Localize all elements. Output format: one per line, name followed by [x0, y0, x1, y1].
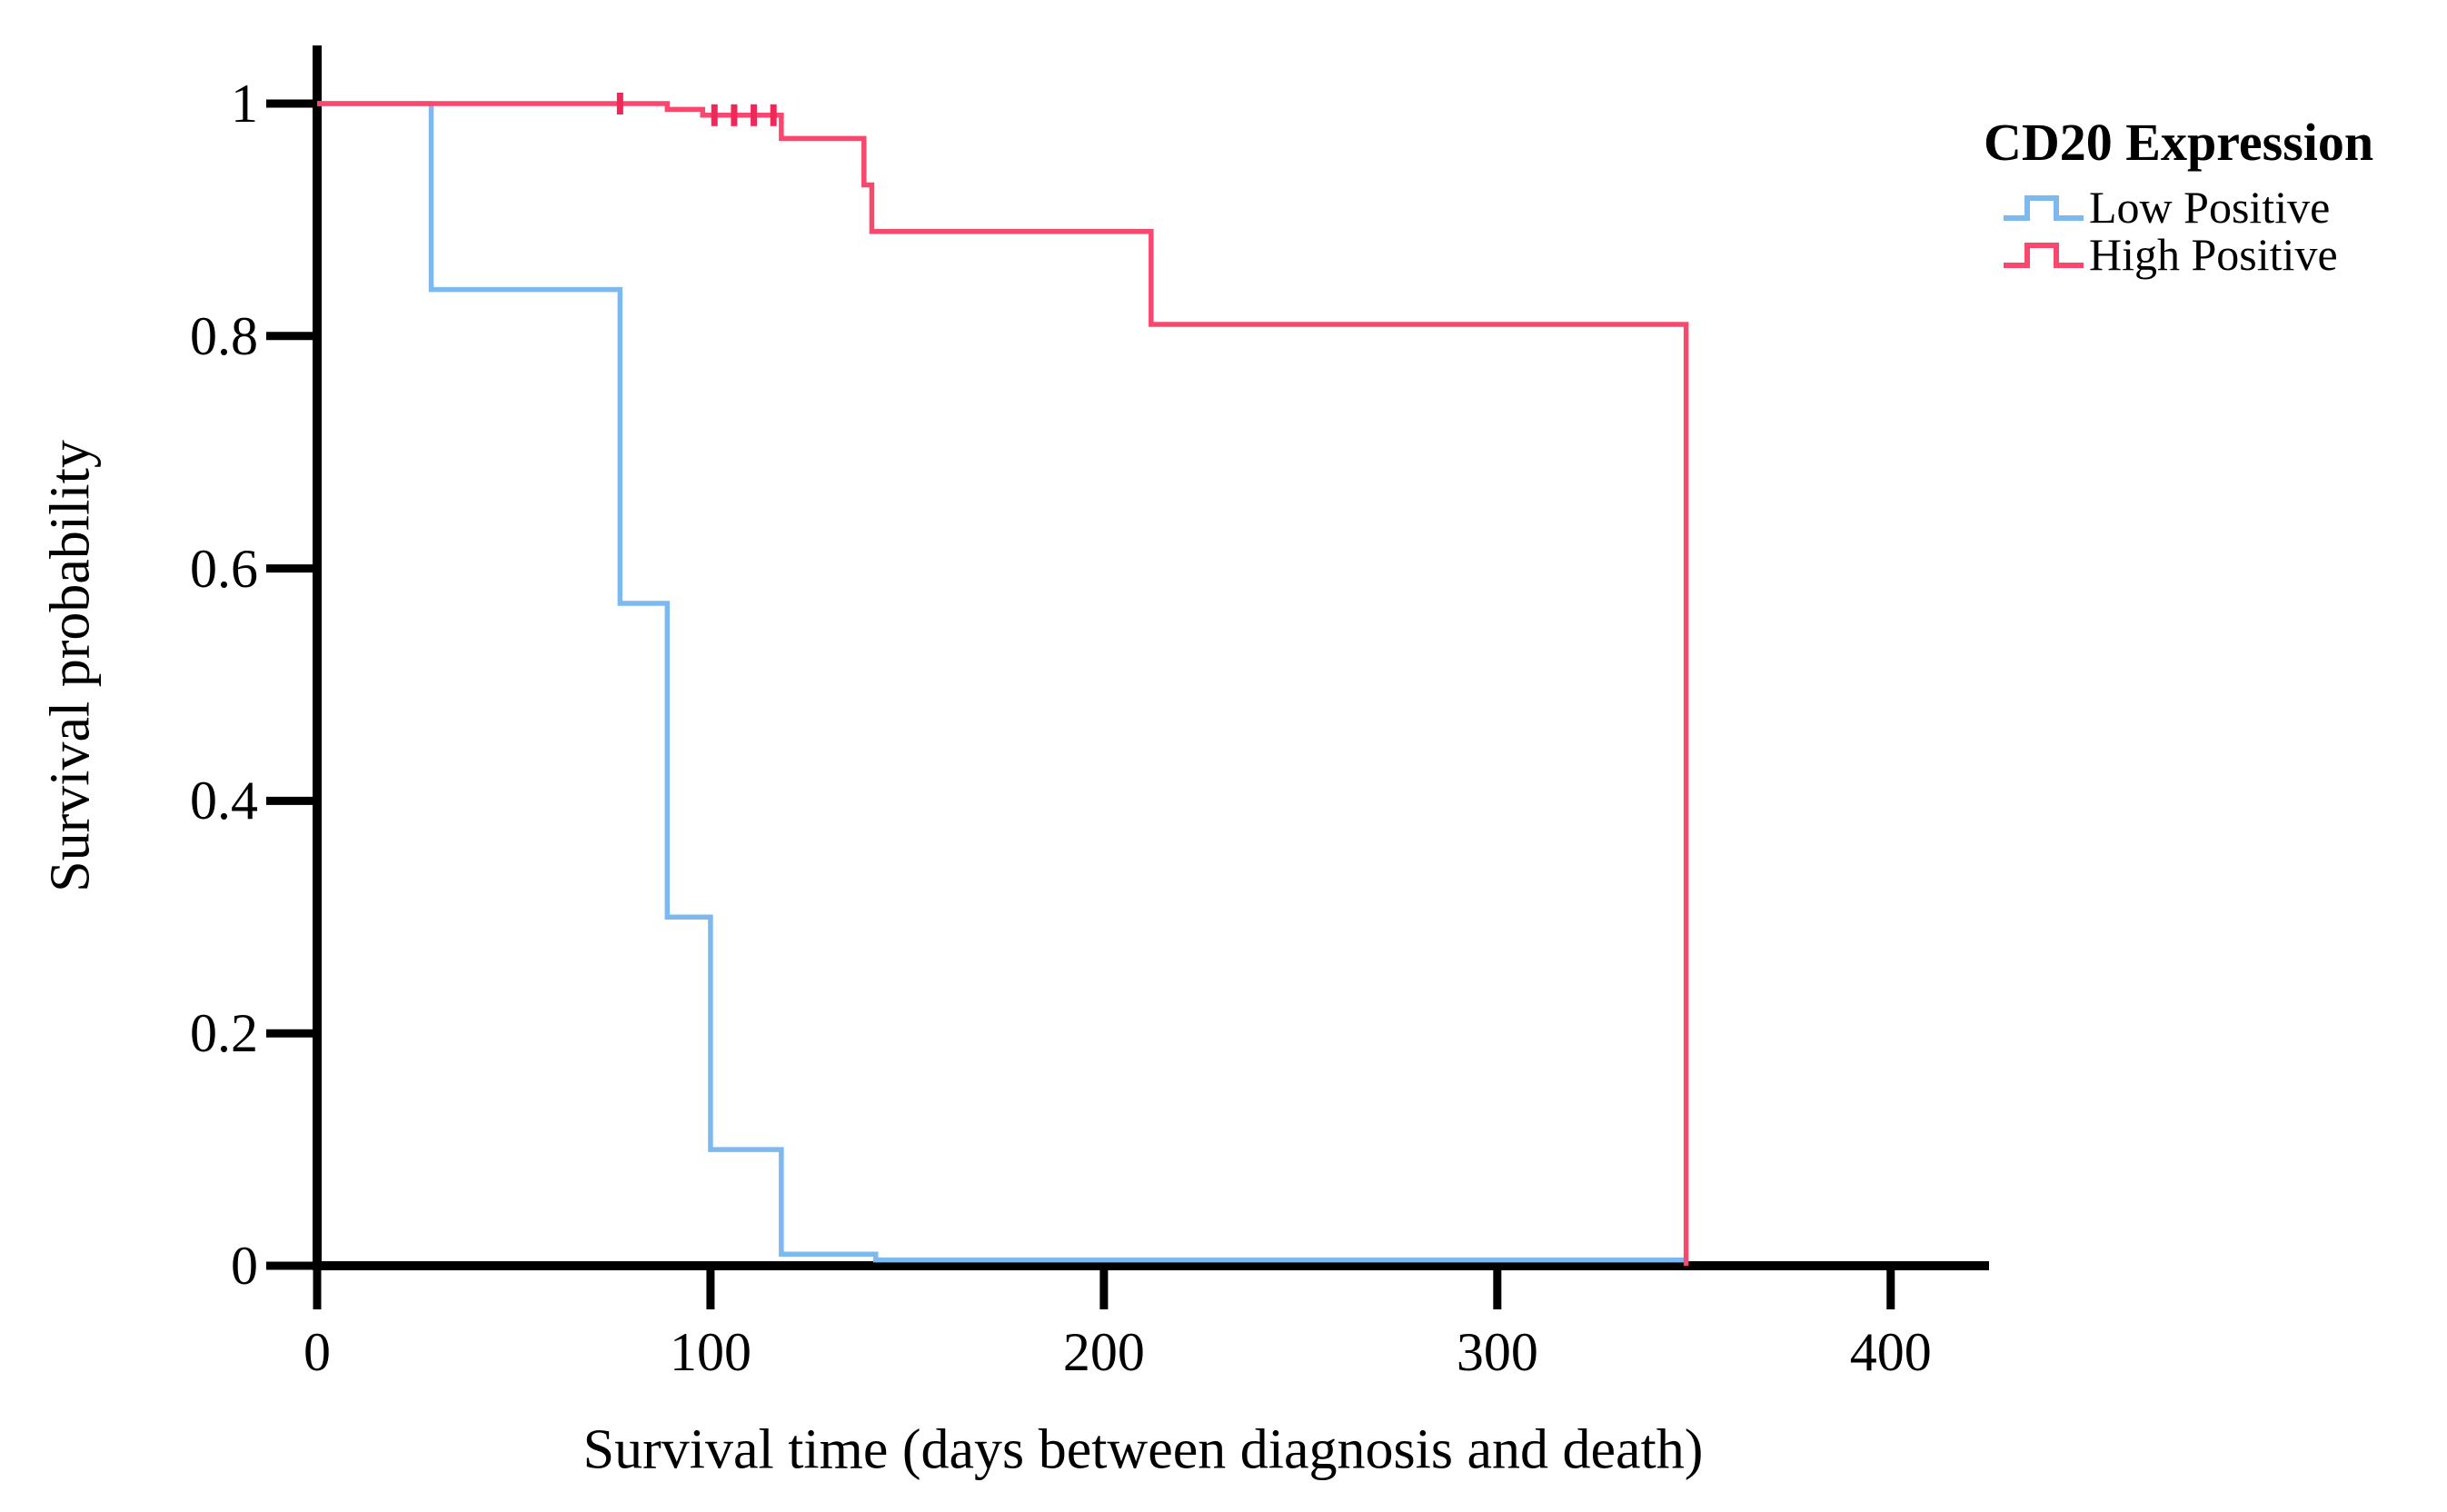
x-axis-title: Survival time (days between diagnosis an…: [582, 1418, 1704, 1481]
y-tick-label: 0.8: [190, 305, 258, 366]
x-tick-label: 0: [303, 1322, 331, 1382]
legend-entry-label: High Positive: [2089, 228, 2338, 280]
y-tick-label: 0.4: [190, 771, 258, 831]
km-curve-low-positive: [317, 101, 1686, 1263]
legend-step-swatch-icon: [2004, 242, 2084, 268]
km-curve-high-positive: [317, 101, 1689, 1266]
legend-entries: Low Positive High Positive: [1984, 184, 2373, 277]
legend-entry-high-positive: High Positive: [1984, 232, 2373, 277]
x-tick-label: 200: [1062, 1322, 1145, 1382]
x-tick-label: 300: [1456, 1322, 1538, 1382]
x-tick-label: 400: [1849, 1322, 1932, 1382]
legend-entry-label: Low Positive: [2089, 181, 2331, 233]
y-tick-label: 0.2: [190, 1003, 258, 1064]
legend: CD20 Expression Low Positive High Positiv…: [1984, 113, 2373, 277]
legend-entry-low-positive: Low Positive: [1984, 184, 2373, 230]
y-tick-label: 0: [231, 1236, 258, 1296]
y-tick-label: 1: [231, 74, 258, 134]
x-tick-label: 100: [669, 1322, 751, 1382]
legend-title: CD20 Expression: [1984, 113, 2374, 172]
legend-step-swatch-icon: [2004, 194, 2084, 221]
y-tick-label: 0.6: [190, 538, 258, 599]
y-axis-title: Survival probability: [39, 440, 102, 892]
